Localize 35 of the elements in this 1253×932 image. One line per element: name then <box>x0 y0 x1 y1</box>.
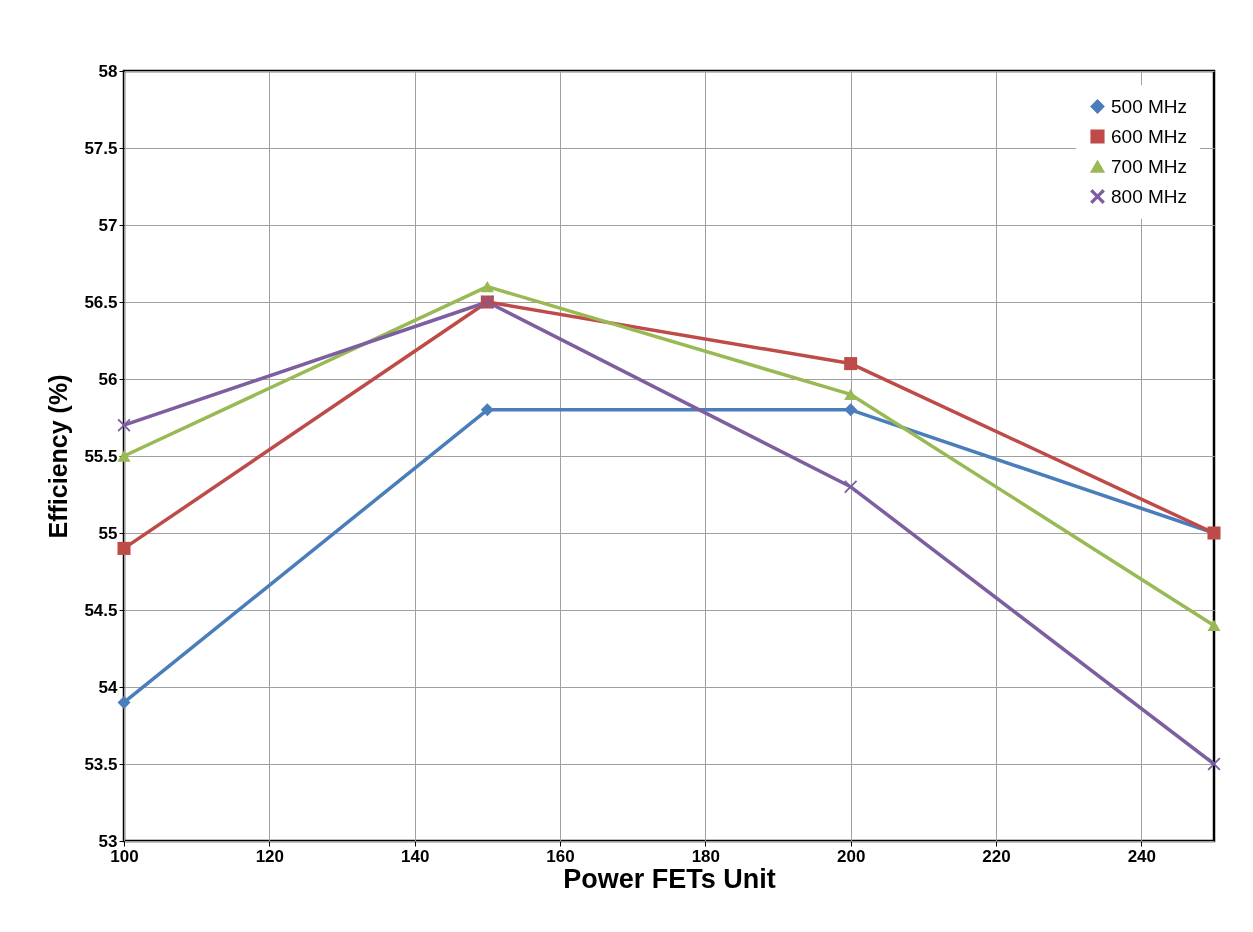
x-tick-label: 180 <box>691 846 721 866</box>
y-tick-label: 55.5 <box>84 446 118 466</box>
point <box>480 280 494 293</box>
y-tick-label: 56.5 <box>84 292 118 312</box>
point <box>1207 619 1221 632</box>
x-tick-label: 240 <box>1127 846 1157 866</box>
y-tick-label: 57.5 <box>84 138 118 158</box>
point <box>480 403 494 417</box>
point <box>117 418 131 432</box>
legend-label: 800 MHz <box>1111 185 1188 207</box>
legend-label: 500 MHz <box>1111 95 1188 117</box>
x-tick-label: 160 <box>546 846 575 866</box>
y-tick-label: 57 <box>98 215 118 235</box>
point <box>117 695 131 709</box>
y-tick-label: 58 <box>98 61 118 81</box>
x-tick-label: 200 <box>836 846 866 866</box>
point <box>844 480 858 494</box>
point <box>844 357 858 371</box>
point <box>117 450 131 462</box>
x-axis-title: Power FETs Unit <box>563 863 776 894</box>
point <box>844 388 858 401</box>
y-axis-title: Efficiency (%) <box>44 374 73 539</box>
x-tick-label: 120 <box>255 846 285 866</box>
point <box>117 541 131 555</box>
y-tick-label: 56 <box>98 369 118 389</box>
y-tick-label: 53.5 <box>84 754 118 774</box>
y-tick-label: 54 <box>98 677 119 697</box>
legend-label: 700 MHz <box>1111 155 1188 177</box>
y-tick-label: 55 <box>98 523 118 543</box>
point <box>844 403 858 417</box>
x-tick-label: 220 <box>982 846 1011 866</box>
y-tick-label: 54.5 <box>84 600 118 620</box>
x-tick-label: 140 <box>400 846 430 866</box>
legend-label: 600 MHz <box>1111 125 1188 147</box>
point <box>1207 757 1221 771</box>
